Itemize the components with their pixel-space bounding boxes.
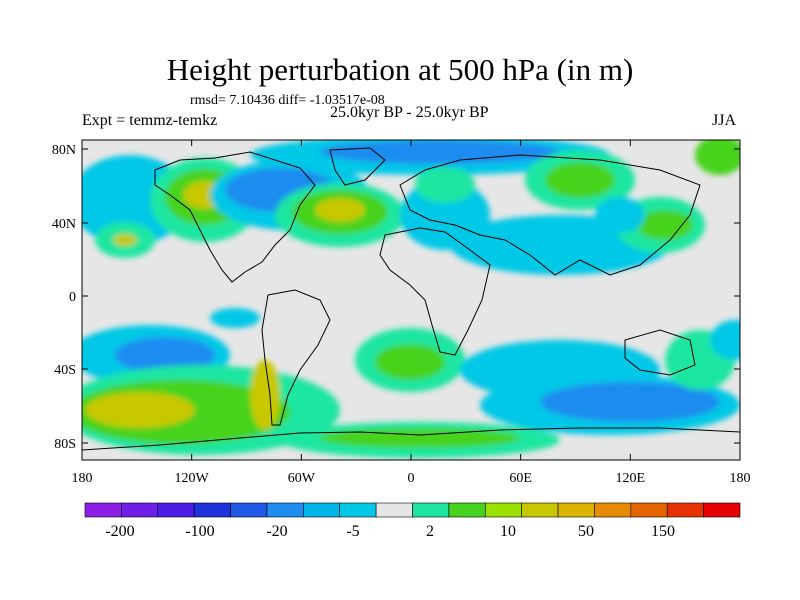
colorbar-label: 10	[500, 523, 516, 540]
coastlines	[82, 147, 740, 451]
coast-africa	[379, 227, 491, 356]
x-tick-label: 180	[72, 471, 93, 486]
colorbar-label: -20	[266, 523, 287, 540]
colorbar-swatch	[448, 502, 486, 518]
colorbar-label: -200	[105, 523, 134, 540]
field-arctic-low	[320, 140, 560, 164]
colorbar-swatch	[84, 502, 122, 518]
field-siberia-high	[545, 162, 615, 198]
colorbar-swatch	[594, 502, 632, 518]
field-east-asia-high	[637, 210, 693, 240]
colorbar-swatch	[266, 502, 304, 518]
field-south-pacific-high-core	[85, 392, 195, 428]
field-south-pacific-high-core	[250, 360, 280, 430]
x-tick-label: 120W	[175, 471, 210, 486]
y-tick-label: 40N	[52, 217, 76, 232]
x-tick-label: 120E	[616, 471, 646, 486]
x-tick-label: 60W	[288, 471, 316, 486]
field-south-pacific-low	[115, 337, 215, 373]
field-tropical-low	[210, 308, 260, 328]
colorbar-swatch	[521, 502, 559, 518]
colorbar-swatch	[412, 502, 450, 518]
colorbar-label: 2	[426, 523, 434, 540]
colorbar-swatch	[339, 502, 377, 518]
colorbar-swatch	[484, 502, 522, 518]
coast-antarctica	[82, 427, 740, 451]
field-east-asia-low	[595, 197, 645, 233]
coast-greenland	[329, 147, 386, 186]
experiment-label: Expt = temmz-temkz	[82, 112, 218, 129]
y-tick-label: 80N	[52, 143, 76, 158]
y-tick-label: 40S	[54, 363, 76, 378]
colorbar-swatch	[121, 502, 159, 518]
x-tick-label: 0	[408, 471, 415, 486]
period-label: 25.0kyr BP - 25.0kyr BP	[330, 104, 489, 121]
colorbar-swatch	[666, 502, 704, 518]
y-tick-label: 80S	[54, 437, 76, 452]
coast-south-america	[261, 289, 331, 426]
season-label: JJA	[712, 112, 737, 129]
field-north-pacific-high	[113, 234, 137, 246]
stats-text: rmsd= 7.10436 diff= -1.03517e-08	[190, 93, 385, 108]
y-axis: 80N 40N 0 40S 80S	[52, 143, 740, 452]
colorbar-swatch	[193, 502, 231, 518]
colorbar-label: -5	[346, 523, 359, 540]
coast-eurasia	[399, 154, 701, 276]
field-southern-ocean-low	[540, 382, 720, 422]
field-atlantic-high-core	[315, 198, 365, 222]
colorbar-label: 150	[651, 523, 675, 540]
field-far-east-high	[695, 140, 740, 175]
y-tick-label: 0	[69, 290, 76, 305]
colorbar-swatch	[230, 502, 268, 518]
colorbar-swatch	[375, 502, 413, 518]
colorbar-swatch	[557, 502, 595, 518]
x-tick-label: 180	[730, 471, 751, 486]
contour-field	[82, 140, 740, 460]
field-south-atlantic-high	[375, 344, 445, 380]
field-scandinavia-high	[415, 167, 475, 203]
x-axis: 180 120W 60W 0 60E 120E 180	[72, 140, 751, 486]
colorbar-swatch	[157, 502, 195, 518]
x-tick-label: 60E	[509, 471, 532, 486]
colorbar-label: -100	[185, 523, 214, 540]
colorbar-label: 50	[578, 523, 594, 540]
field-south-pacific-east-low	[710, 320, 740, 360]
coast-australia	[624, 329, 696, 376]
map-title: Height perturbation at 500 hPa (in m)	[166, 52, 634, 87]
colorbar-swatch	[630, 502, 668, 518]
coast-north-america	[154, 151, 316, 283]
colorbar-swatch	[703, 502, 741, 518]
colorbar-swatch	[303, 502, 341, 518]
colorbar: -200 -100 -20 -5 2 10 50 150	[84, 502, 741, 540]
